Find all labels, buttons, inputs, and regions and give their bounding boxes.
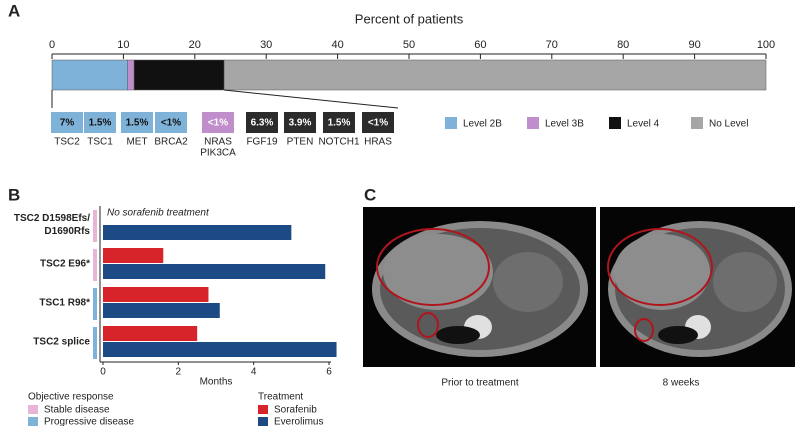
bar <box>103 342 337 357</box>
gene-percent: 1.5% <box>126 118 149 129</box>
legend-swatch <box>691 117 703 129</box>
x-tick-label: 70 <box>546 39 558 51</box>
x-tick-label: 40 <box>331 39 343 51</box>
legend-label: Sorafenib <box>274 405 317 416</box>
gene-box <box>202 112 234 133</box>
gene-box <box>246 112 278 133</box>
y-tick-label: TSC2 D1598Efs/ <box>14 213 90 224</box>
bar-segment <box>133 59 225 91</box>
y-tick-label: D1690Rfs <box>44 226 90 237</box>
legend-title: Treatment <box>258 392 303 403</box>
gene-name: FGF19 <box>246 137 278 148</box>
x-tick-label: 0 <box>49 39 55 51</box>
bar <box>103 225 292 240</box>
gene-name: NOTCH1 <box>318 137 360 148</box>
gene-percent: <1% <box>208 118 228 129</box>
image-caption: 8 weeks <box>663 378 700 389</box>
gene-box <box>84 112 116 133</box>
bar <box>103 303 220 318</box>
image-caption: Prior to treatment <box>441 378 518 389</box>
x-tick-label: 80 <box>617 39 629 51</box>
gene-box <box>323 112 355 133</box>
response-strip <box>93 288 97 320</box>
legend-label: Level 4 <box>627 119 660 130</box>
legend-swatch <box>28 405 38 414</box>
panel-label: A <box>8 1 20 20</box>
bar <box>103 287 209 302</box>
gene-name: PTEN <box>287 137 314 148</box>
gene-name: BRCA2 <box>154 137 188 148</box>
gene-percent: <1% <box>161 118 181 129</box>
x-tick-label: 50 <box>403 39 415 51</box>
chart-title: Percent of patients <box>355 11 464 26</box>
x-tick-label: 60 <box>474 39 486 51</box>
ct-scan <box>363 207 596 367</box>
response-strip <box>93 249 97 281</box>
legend-label: Level 2B <box>463 119 502 130</box>
gene-name: HRAS <box>364 137 392 148</box>
x-tick-label: 30 <box>260 39 272 51</box>
bar-segment <box>223 59 767 91</box>
gene-name: NRAS <box>204 137 232 148</box>
legend-label: Level 3B <box>545 119 584 130</box>
legend-label: Everolimus <box>274 417 323 426</box>
legend-label: No Level <box>709 119 748 130</box>
y-tick-label: TSC1 R98* <box>39 298 90 309</box>
y-tick-label: TSC2 splice <box>33 337 90 348</box>
ct-scan <box>600 207 795 367</box>
bar-segment <box>127 59 135 91</box>
gene-percent: 3.9% <box>289 118 312 129</box>
x-tick-label: 100 <box>757 39 775 51</box>
legend-swatch <box>28 417 38 426</box>
gene-box <box>362 112 394 133</box>
legend-label: Stable disease <box>44 405 110 416</box>
panel-label: C <box>364 185 376 204</box>
annotation: No sorafenib treatment <box>107 208 210 219</box>
x-axis-label: Months <box>200 377 233 388</box>
legend-swatch <box>258 417 268 426</box>
legend-swatch <box>609 117 621 129</box>
legend-title: Objective response <box>28 392 114 403</box>
bar <box>103 248 164 263</box>
y-tick-label: TSC2 E96* <box>40 259 90 270</box>
gene-percent: <1% <box>368 118 388 129</box>
gene-percent: 1.5% <box>89 118 112 129</box>
x-tick-label: 6 <box>326 367 332 378</box>
legend-swatch <box>258 405 268 414</box>
gene-percent: 7% <box>60 118 75 129</box>
panel-label: B <box>8 185 20 204</box>
x-tick-label: 90 <box>688 39 700 51</box>
response-strip <box>93 210 97 242</box>
x-tick-label: 2 <box>176 367 182 378</box>
gene-percent: 6.3% <box>251 118 274 129</box>
gene-name: MET <box>126 137 147 148</box>
legend-label: Progressive disease <box>44 417 134 426</box>
gene-box <box>121 112 153 133</box>
x-tick-label: 20 <box>189 39 201 51</box>
gene-name: PIK3CA <box>200 148 236 159</box>
gene-box <box>51 112 83 133</box>
legend-swatch <box>445 117 457 129</box>
gene-name: TSC2 <box>54 137 80 148</box>
gene-percent: 1.5% <box>328 118 351 129</box>
gene-box <box>155 112 187 133</box>
x-tick-label: 0 <box>100 367 106 378</box>
legend-swatch <box>527 117 539 129</box>
bar <box>103 264 326 279</box>
zoom-line <box>224 89 399 109</box>
gene-box <box>284 112 316 133</box>
x-tick-label: 4 <box>251 367 257 378</box>
bar-segment <box>51 59 128 91</box>
bar <box>103 326 198 341</box>
x-tick-label: 10 <box>117 39 129 51</box>
response-strip <box>93 327 97 359</box>
gene-name: TSC1 <box>87 137 113 148</box>
